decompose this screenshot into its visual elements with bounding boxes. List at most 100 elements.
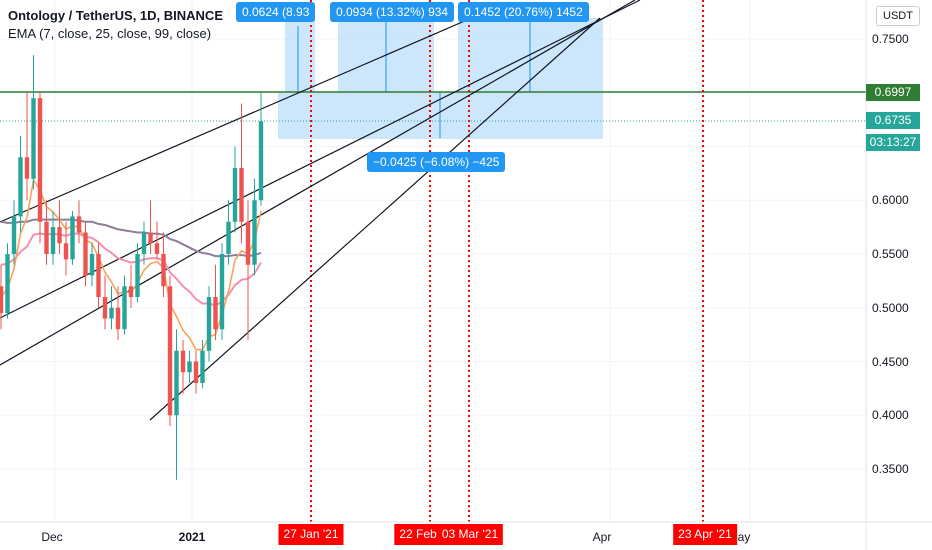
candle-body bbox=[109, 307, 114, 319]
candle-body bbox=[154, 243, 160, 254]
candle-body bbox=[226, 221, 231, 254]
candle-body bbox=[245, 221, 251, 265]
y-tick-label: 0.5000 bbox=[872, 300, 909, 315]
candle-body bbox=[102, 297, 108, 319]
candle bbox=[193, 350, 199, 394]
candle bbox=[50, 211, 56, 265]
candle-body bbox=[128, 286, 134, 297]
candle-body bbox=[258, 121, 264, 201]
candle-body bbox=[167, 286, 173, 416]
x-tick-label: ay bbox=[737, 530, 751, 544]
candle bbox=[44, 200, 49, 265]
candle bbox=[167, 275, 173, 426]
candle-body bbox=[50, 227, 56, 254]
candle-body bbox=[83, 232, 88, 276]
candle-body bbox=[206, 297, 212, 351]
last-price-tag: 0.6735 bbox=[866, 112, 920, 129]
candle-body bbox=[135, 254, 140, 297]
trendline-4[interactable] bbox=[149, 17, 601, 421]
candle-body bbox=[57, 227, 62, 244]
candle bbox=[70, 211, 75, 265]
candle bbox=[206, 286, 212, 362]
candle-body bbox=[187, 361, 192, 373]
level-price-tag: 0.6997 bbox=[866, 84, 920, 101]
candle-body bbox=[37, 98, 43, 222]
measure-label-3[interactable]: 0.1452 (20.76%) 1452 bbox=[458, 2, 589, 22]
y-tick-label: 0.4500 bbox=[872, 354, 909, 369]
y-tick-label: 0.6000 bbox=[872, 193, 909, 208]
candle-body bbox=[174, 350, 179, 416]
candle bbox=[161, 232, 166, 297]
candle-body bbox=[44, 221, 49, 254]
candle-body bbox=[213, 297, 218, 330]
date-tag-03mar: 03 Mar '21 bbox=[436, 524, 504, 545]
candle-body bbox=[232, 168, 238, 222]
candle-body bbox=[31, 98, 36, 179]
trendline-1[interactable] bbox=[0, 9, 491, 223]
measure-label-1[interactable]: 0.0624 (8.93 bbox=[236, 2, 316, 22]
candle-body bbox=[5, 254, 10, 314]
ema99-line bbox=[0, 218, 262, 258]
candle-body bbox=[24, 157, 30, 179]
candle bbox=[89, 243, 95, 287]
candle bbox=[57, 200, 62, 254]
x-tick-label: 2021 bbox=[178, 530, 206, 544]
candle-body bbox=[0, 286, 4, 314]
candle-body bbox=[11, 216, 17, 254]
candle bbox=[187, 350, 192, 383]
y-tick-label: 0.3500 bbox=[872, 462, 909, 476]
currency-badge[interactable]: USDT bbox=[876, 6, 920, 26]
candle-body bbox=[219, 254, 225, 330]
countdown-tag: 03:13:27 bbox=[866, 134, 920, 151]
trendline-2[interactable] bbox=[0, 0, 641, 319]
candle-body bbox=[193, 361, 199, 383]
indicator-legend[interactable]: EMA (7, close, 25, close, 99, close) bbox=[8, 26, 212, 41]
candle bbox=[63, 221, 69, 276]
candle-body bbox=[141, 232, 147, 254]
trendline-3[interactable] bbox=[0, 0, 636, 366]
date-tag-27jan: 27 Jan '21 bbox=[278, 524, 344, 545]
candle-body bbox=[76, 216, 82, 233]
candle bbox=[200, 340, 205, 389]
candle-body bbox=[239, 168, 244, 222]
candle bbox=[0, 264, 4, 330]
candle bbox=[226, 200, 231, 265]
candle-body bbox=[70, 216, 75, 260]
candle-body bbox=[161, 254, 166, 287]
candle-body bbox=[96, 254, 101, 297]
candle bbox=[31, 55, 36, 190]
candle bbox=[76, 200, 82, 244]
candle bbox=[102, 275, 108, 330]
measure-label-2[interactable]: 0.0934 (13.32%) 934 bbox=[330, 2, 455, 22]
measure-label-4[interactable]: −0.0425 (−6.08%) −425 bbox=[367, 152, 506, 172]
candle bbox=[37, 92, 43, 244]
candle bbox=[115, 286, 121, 340]
candle bbox=[18, 135, 23, 233]
candle-body bbox=[148, 232, 153, 244]
chart-title: Ontology / TetherUS, 1D, BINANCE bbox=[8, 8, 223, 23]
candle bbox=[5, 243, 10, 319]
candle bbox=[232, 146, 238, 233]
y-tick-label: 0.5500 bbox=[872, 247, 909, 261]
candle bbox=[83, 221, 88, 287]
candle-body bbox=[122, 286, 127, 330]
candle bbox=[154, 221, 160, 260]
candle-body bbox=[89, 254, 95, 276]
candle-body bbox=[252, 200, 257, 265]
date-tag-23apr: 23 Apr '21 bbox=[673, 524, 737, 545]
y-tick-label: 0.4000 bbox=[872, 408, 909, 423]
candle bbox=[245, 200, 251, 340]
candles bbox=[0, 55, 264, 480]
candle bbox=[122, 275, 127, 335]
candle bbox=[180, 340, 186, 394]
candle bbox=[24, 92, 30, 201]
candle bbox=[109, 286, 114, 330]
y-tick-label: 0.7500 bbox=[872, 32, 909, 46]
date-tag-22feb: 22 Feb bbox=[394, 524, 442, 545]
x-tick-label: Dec bbox=[41, 530, 63, 544]
candle-body bbox=[200, 350, 205, 383]
candle bbox=[141, 221, 147, 265]
candle bbox=[148, 200, 153, 254]
candle-body bbox=[180, 350, 186, 373]
